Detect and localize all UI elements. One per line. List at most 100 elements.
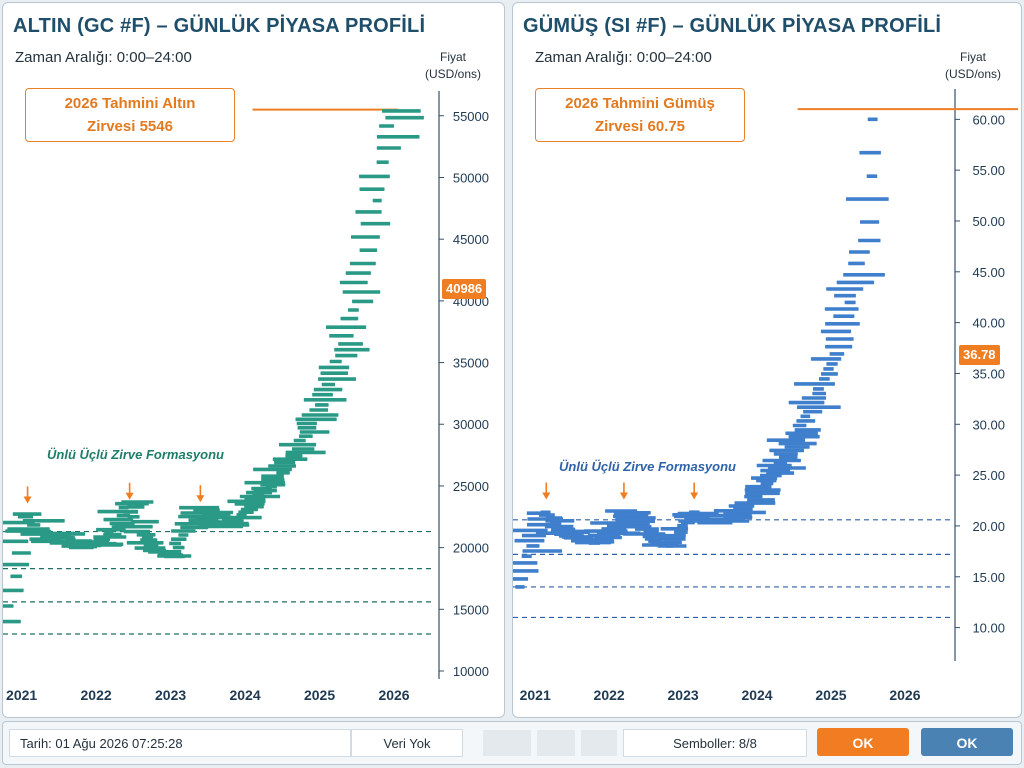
profile-bar <box>784 445 810 449</box>
silver-panel-title: GÜMÜŞ (SI #F) – GÜNLÜK PİYASA PROFİLİ <box>523 15 942 37</box>
profile-bar <box>810 357 842 361</box>
gold-axis-unit: Fiyat (USD/ons) <box>413 49 493 83</box>
profile-bar <box>136 533 156 537</box>
price-tick-label: 25000 <box>453 479 489 494</box>
profile-bar <box>860 220 880 224</box>
profile-bar <box>359 248 378 252</box>
profile-bar <box>843 273 885 277</box>
profile-bar <box>355 210 382 214</box>
profile-bar <box>545 519 575 523</box>
gold-profile-chart: 1000015000200002500030000350004000045000… <box>3 91 489 703</box>
profile-bar <box>301 413 339 417</box>
profile-bar <box>17 514 34 519</box>
profile-bar <box>292 447 315 451</box>
profile-bar <box>376 160 389 164</box>
profile-bar <box>303 398 347 402</box>
price-tick-label: 10.00 <box>972 621 1005 636</box>
status-date: Tarih: 01 Ağu 2026 07:25:28 <box>9 729 351 757</box>
profile-bar <box>540 510 551 515</box>
profile-bar <box>825 344 853 349</box>
profile-bar <box>820 329 852 334</box>
profile-bar <box>515 585 525 589</box>
profile-bar <box>131 519 159 524</box>
year-tick-label: 2026 <box>378 687 409 703</box>
price-tick-label: 40.00 <box>972 316 1005 331</box>
profile-bar <box>825 322 860 326</box>
year-tick-label: 2024 <box>229 687 260 703</box>
profile-bar <box>762 458 801 463</box>
gold-peak-line2: Zirvesi 5546 <box>87 118 173 135</box>
profile-bar <box>299 430 330 434</box>
profile-bar <box>866 174 878 178</box>
price-tick-label: 15000 <box>453 602 489 617</box>
profile-bar <box>157 554 192 558</box>
profile-bar <box>674 530 688 534</box>
profile-bar <box>329 359 342 364</box>
profile-bar <box>513 561 538 565</box>
profile-bar <box>118 505 129 510</box>
profile-bar <box>796 419 816 423</box>
profile-bar <box>22 519 65 523</box>
price-tick-label: 25.00 <box>972 468 1005 483</box>
profile-bar <box>801 396 827 400</box>
profile-bar <box>747 498 775 502</box>
gold-panel-title: ALTIN (GC #F) – GÜNLÜK PİYASA PROFİLİ <box>13 15 426 37</box>
profile-bar <box>823 367 834 371</box>
year-tick-label: 2022 <box>594 687 625 703</box>
price-tick-label: 45.00 <box>972 265 1005 280</box>
profile-bar <box>513 569 539 573</box>
profile-bar <box>342 290 381 294</box>
profile-bar <box>550 521 562 526</box>
triple-top-arrow-head <box>619 492 628 500</box>
profile-bar <box>825 337 854 341</box>
profile-bar <box>760 481 774 486</box>
profile-bar <box>836 280 875 285</box>
profile-bar <box>169 541 182 546</box>
profile-bar <box>253 467 292 472</box>
profile-bar <box>813 387 824 391</box>
profile-bar <box>268 464 296 468</box>
profile-bar <box>376 146 401 150</box>
profile-bar <box>345 271 371 275</box>
profile-bar <box>826 287 864 291</box>
profile-bar <box>834 293 856 298</box>
silver-current-price-tag: 36.78 <box>959 345 1000 366</box>
silver-peak-callout: 2026 Tahmini Gümüş Zirvesi 60.75 <box>535 88 745 142</box>
silver-formation-label: Ünlü Üçlü Zirve Formasyonu <box>559 459 736 474</box>
profile-bar <box>660 527 689 531</box>
profile-bar <box>321 382 335 387</box>
profile-bar <box>261 474 284 478</box>
profile-bar <box>829 352 845 356</box>
profile-bar <box>116 513 131 518</box>
profile-bar <box>766 438 806 442</box>
profile-bar <box>848 261 865 266</box>
status-blank-3 <box>581 730 617 756</box>
profile-bar <box>3 562 30 567</box>
year-tick-label: 2022 <box>81 687 112 703</box>
profile-bar <box>538 513 555 517</box>
profile-bar <box>514 538 545 543</box>
ok-button-blue[interactable]: OK <box>921 728 1013 756</box>
triple-top-arrow-head <box>542 492 551 500</box>
profile-bar <box>794 382 835 386</box>
profile-bar <box>545 516 563 520</box>
profile-bar <box>778 441 817 446</box>
profile-bar <box>313 387 343 392</box>
price-tick-label: 60.00 <box>972 112 1005 127</box>
profile-bar <box>376 135 420 139</box>
profile-bar <box>745 484 772 489</box>
profile-bar <box>295 417 337 422</box>
price-tick-label: 30.00 <box>972 417 1005 432</box>
gold-axis-unit-line1: Fiyat <box>439 50 466 64</box>
silver-peak-line1: 2026 Tahmini Gümüş <box>565 95 715 112</box>
profile-bar <box>744 494 763 499</box>
ok-button-orange[interactable]: OK <box>817 728 909 756</box>
gold-axis-unit-line2: (USD/ons) <box>424 67 481 81</box>
profile-bar <box>734 501 776 505</box>
profile-bar <box>340 316 359 321</box>
profile-bar <box>665 544 687 548</box>
profile-bar <box>521 554 532 558</box>
profile-bar <box>846 197 889 201</box>
profile-bar <box>240 507 258 512</box>
profile-bar <box>121 500 154 504</box>
